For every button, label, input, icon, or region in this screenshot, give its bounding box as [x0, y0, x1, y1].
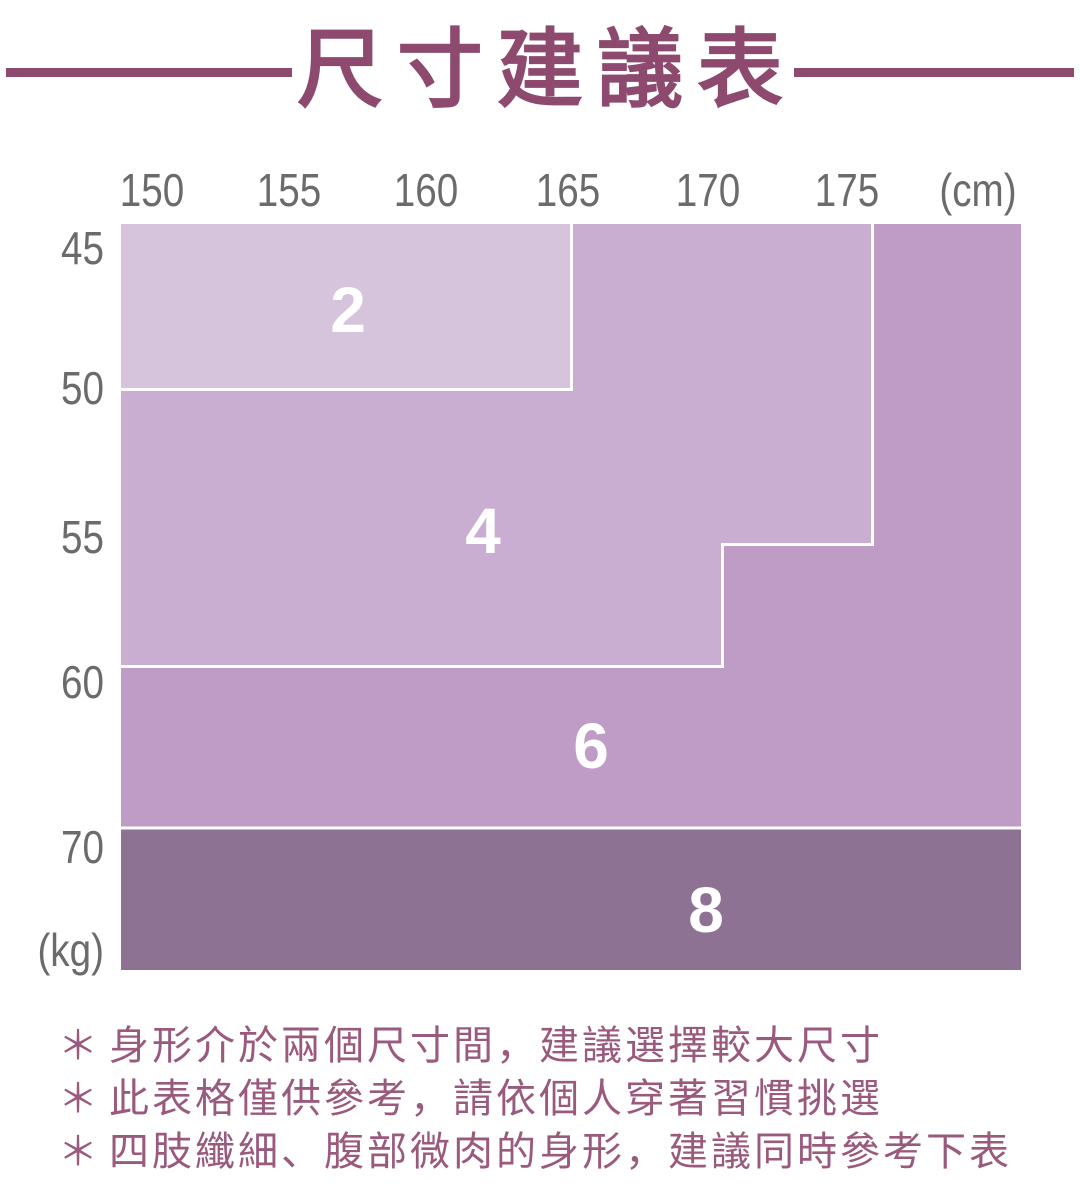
zone-4-region [121, 224, 871, 665]
x-tick-165: 165 [535, 164, 601, 216]
y-tick-45: 45 [61, 222, 104, 274]
note-text: 四肢纖細、腹部微肉的身形，建議同時參考下表 [109, 1129, 1012, 1174]
zone-8-label: 8 [688, 874, 724, 946]
x-tick-160: 160 [393, 164, 459, 216]
asterisk-bullet-icon: ＊ [58, 1129, 101, 1174]
y-axis-unit-label: (kg) [37, 924, 104, 976]
x-tick-150: 150 [119, 164, 185, 216]
note-item: ＊ 身形介於兩個尺寸間，建議選擇較大尺寸 [58, 1015, 1012, 1068]
x-axis-unit-label: (cm) [939, 164, 1017, 216]
asterisk-bullet-icon: ＊ [58, 1023, 101, 1068]
note-item: ＊ 此表格僅供參考，請依個人穿著習慣挑選 [58, 1068, 1012, 1121]
title-rule-right [794, 68, 1074, 77]
x-tick-175: 175 [814, 164, 880, 216]
x-tick-170: 170 [675, 164, 741, 216]
size-region-chart: 2 4 6 8 [121, 224, 1021, 970]
page-title: 尺寸建議表 [297, 22, 797, 118]
y-tick-70: 70 [61, 821, 104, 873]
separator-4-6 [121, 224, 874, 668]
zone-2-label: 2 [330, 274, 366, 346]
asterisk-bullet-icon: ＊ [58, 1076, 101, 1121]
zone-8-region [121, 828, 1021, 970]
separator-2-4 [121, 224, 573, 391]
note-text: 此表格僅供參考，請依個人穿著習慣挑選 [109, 1076, 883, 1121]
note-item: ＊ 四肢纖細、腹部微肉的身形，建議同時參考下表 [58, 1121, 1012, 1174]
zone-6-label: 6 [573, 710, 609, 782]
y-tick-60: 60 [61, 656, 104, 708]
zone-4-label: 4 [465, 495, 501, 567]
notes-list: ＊ 身形介於兩個尺寸間，建議選擇較大尺寸 ＊ 此表格僅供參考，請依個人穿著習慣挑… [58, 1015, 1012, 1174]
title-rule-left [6, 68, 292, 77]
note-text: 身形介於兩個尺寸間，建議選擇較大尺寸 [109, 1023, 883, 1068]
y-tick-55: 55 [61, 511, 104, 563]
y-tick-50: 50 [61, 362, 104, 414]
zone-2-region [121, 224, 570, 388]
x-tick-155: 155 [256, 164, 322, 216]
